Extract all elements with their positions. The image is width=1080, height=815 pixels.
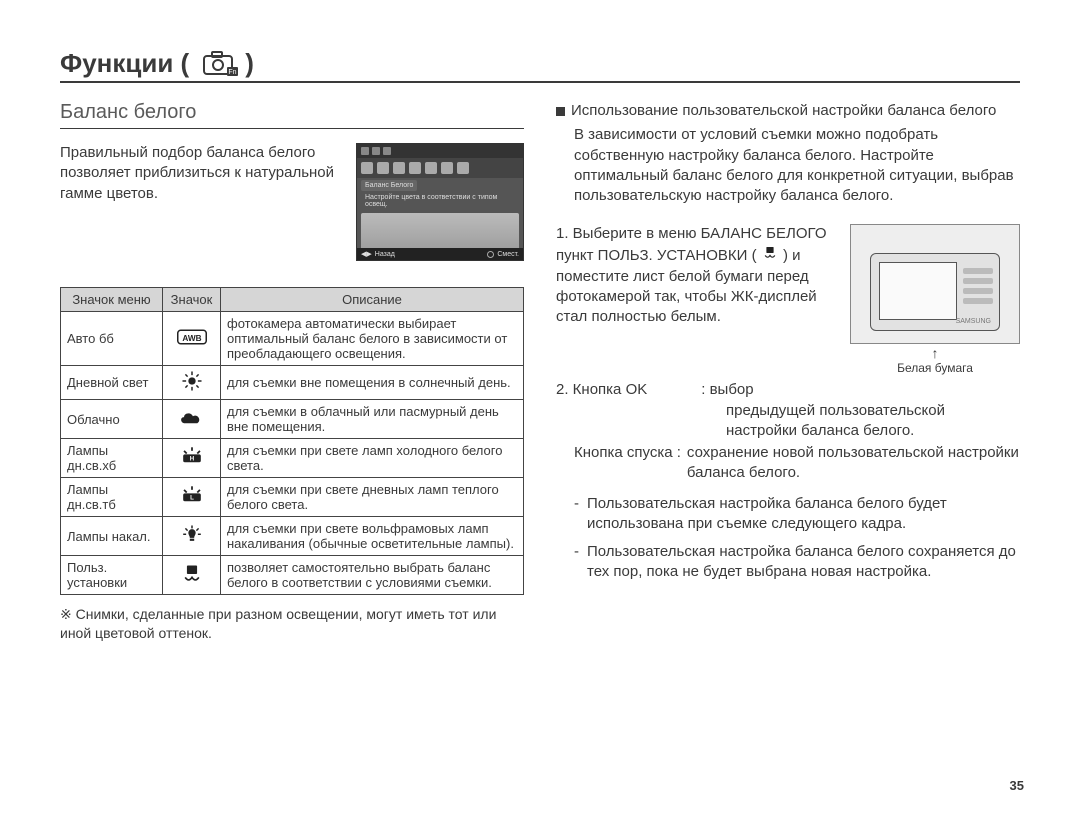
row-desc: для съемки вне помещения в солнечный ден…	[221, 366, 524, 400]
illustration-caption: Белая бумага	[850, 360, 1020, 376]
row-name: Лампы дн.св.тб	[61, 478, 163, 517]
custom-wb-icon	[163, 556, 221, 595]
camera-fn-icon: Fn	[203, 51, 239, 77]
row-name: Авто бб	[61, 312, 163, 366]
row-name: Лампы накал.	[61, 517, 163, 556]
page-title-close: )	[245, 48, 254, 79]
table-row: Облачно для съемки в облачный или пасмур…	[61, 400, 524, 439]
bullet-title: Использование пользовательской настройки…	[571, 101, 996, 121]
row-name: Дневной свет	[61, 366, 163, 400]
row-desc: для съемки в облачный или пасмурный день…	[221, 400, 524, 439]
row-desc: для съемки при свете ламп холодного бело…	[221, 439, 524, 478]
step2-rest: предыдущей пользовательской настройки ба…	[726, 401, 1020, 442]
svg-text:Fn: Fn	[229, 69, 237, 76]
th-desc: Описание	[221, 288, 524, 312]
arrow-up-icon: ↑	[850, 346, 1020, 360]
camera-illustration: SAMSUNG ↑ Белая бумага	[850, 224, 1020, 376]
tungsten-icon	[163, 517, 221, 556]
dash2: Пользовательская настройка баланса белог…	[587, 542, 1020, 583]
step-2: 2. Кнопка OK : выбор	[556, 380, 1020, 400]
row-desc: фотокамера автоматически выбирает оптима…	[221, 312, 524, 366]
dash1: Пользовательская настройка баланса белог…	[587, 494, 1020, 535]
svg-text:AWB: AWB	[182, 334, 201, 343]
screenshot-label-1: Баланс Белого	[361, 180, 417, 191]
th-menu: Значок меню	[61, 288, 163, 312]
step2-label: 2. Кнопка OK	[556, 380, 647, 400]
svg-text:L: L	[190, 494, 194, 501]
table-row: Авто бб AWB фотокамера автоматически выб…	[61, 312, 524, 366]
square-bullet-icon	[556, 107, 565, 116]
page-title: Функции (	[60, 48, 189, 79]
row-name: Лампы дн.св.хб	[61, 439, 163, 478]
shutter-row: Кнопка спуска : сохранение новой пользов…	[556, 443, 1020, 484]
awb-icon: AWB	[163, 312, 221, 366]
row-desc: позволяет самостоятельно выбрать баланс …	[221, 556, 524, 595]
table-row: Дневной свет для съемки вне помещения в …	[61, 366, 524, 400]
right-column: Использование пользовательской настройки…	[556, 101, 1020, 643]
table-row: Лампы дн.св.тб L для съемки при свете дн…	[61, 478, 524, 517]
table-row: Лампы накал. для съемки при свете вольфр…	[61, 517, 524, 556]
intro-text: Правильный подбор баланса белого позволя…	[60, 143, 344, 204]
svg-text:H: H	[189, 455, 194, 462]
sun-icon	[163, 366, 221, 400]
cloud-icon	[163, 400, 221, 439]
row-desc: для съемки при свете вольфрамовых ламп н…	[221, 517, 524, 556]
fluorescent-l-icon: L	[163, 478, 221, 517]
shutter-rest: сохранение новой пользовательской настро…	[687, 443, 1020, 484]
screenshot-back: Назад	[375, 251, 395, 258]
row-name: Польз. установки	[61, 556, 163, 595]
fluorescent-h-icon: H	[163, 439, 221, 478]
page-number: 35	[1010, 778, 1024, 793]
subheading: Баланс белого	[60, 101, 524, 129]
step2-colon: : выбор	[701, 380, 753, 400]
left-column: Баланс белого Правильный подбор баланса …	[60, 101, 524, 643]
bullet-body: В зависимости от условий съемки можно по…	[574, 125, 1020, 206]
step-1: 1. Выберите в меню БАЛАНС БЕЛОГО пункт П…	[556, 224, 834, 376]
screenshot-move: Смест.	[497, 251, 519, 258]
custom-wb-inline-icon	[761, 245, 779, 267]
dash-item: - Пользовательская настройка баланса бел…	[574, 542, 1020, 583]
white-balance-table: Значок меню Значок Описание Авто бб AWB …	[60, 287, 524, 595]
bullet-heading: Использование пользовательской настройки…	[556, 101, 1020, 121]
th-icon: Значок	[163, 288, 221, 312]
camera-screenshot: Баланс Белого Настройте цвета в соответс…	[356, 143, 524, 261]
table-row: Польз. установки позволяет самостоятельн…	[61, 556, 524, 595]
page-title-row: Функции ( Fn )	[60, 48, 1020, 83]
dash-item: - Пользовательская настройка баланса бел…	[574, 494, 1020, 535]
footnote: ※ Снимки, сделанные при разном освещении…	[60, 605, 524, 643]
table-row: Лампы дн.св.хб H для съемки при свете ла…	[61, 439, 524, 478]
screenshot-label-2: Настройте цвета в соответствии с типом о…	[361, 193, 519, 209]
row-name: Облачно	[61, 400, 163, 439]
shutter-label: Кнопка спуска :	[574, 443, 681, 484]
row-desc: для съемки при свете дневных ламп теплог…	[221, 478, 524, 517]
